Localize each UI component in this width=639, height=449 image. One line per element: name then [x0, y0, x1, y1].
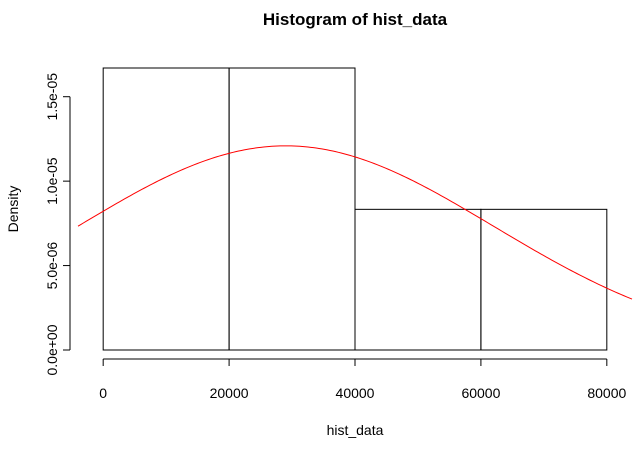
x-axis-label: hist_data [327, 422, 384, 438]
x-axis: 0 20000 40000 60000 80000 [99, 358, 626, 401]
y-axis-label: Density [5, 186, 21, 233]
chart-title: Histogram of hist_data [263, 10, 448, 29]
histogram-bars [102, 67, 608, 351]
histogram-bar [354, 208, 482, 351]
x-tick-label: 40000 [336, 385, 375, 401]
x-tick-label: 60000 [461, 385, 500, 401]
y-tick-label: 1.0e-05 [44, 157, 60, 205]
histogram-bar [228, 67, 356, 351]
x-tick-label: 20000 [210, 385, 249, 401]
y-tick-label: 1.5e-05 [44, 73, 60, 121]
x-tick-label: 0 [99, 385, 107, 401]
histogram-bar [480, 208, 608, 351]
histogram-bar [102, 67, 230, 351]
density-curve-group [77, 145, 633, 300]
y-tick-label: 0.0e+00 [44, 324, 60, 375]
x-tick-label: 80000 [587, 385, 626, 401]
density-curve [77, 145, 633, 300]
y-tick-label: 5.0e-06 [44, 242, 60, 290]
y-axis: 0.0e+00 5.0e-06 1.0e-05 1.5e-05 [44, 73, 71, 376]
